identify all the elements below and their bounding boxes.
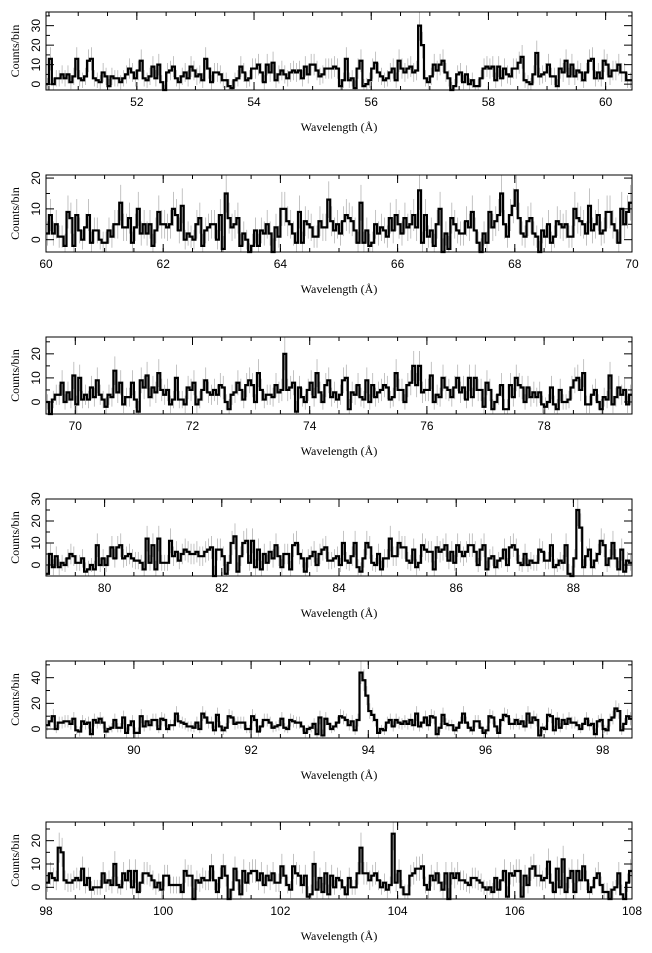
x-tick-label: 82 xyxy=(215,581,229,595)
y-tick-label: 10 xyxy=(29,371,43,385)
histogram-series xyxy=(46,508,632,578)
y-axis-label: Counts/bin xyxy=(8,673,22,726)
y-tick-label: 20 xyxy=(29,171,43,185)
error-bars xyxy=(47,337,631,414)
x-tick-label: 56 xyxy=(365,95,379,109)
y-axis-label: Counts/bin xyxy=(8,25,22,78)
y-tick-label: 10 xyxy=(29,857,43,871)
x-tick-label: 60 xyxy=(599,95,613,109)
x-axis-label: Wavelength (Å) xyxy=(301,120,378,134)
histogram-series xyxy=(46,189,632,254)
x-axis-label: Wavelength (Å) xyxy=(301,768,378,782)
x-tick-label: 94 xyxy=(362,743,376,757)
y-tick-label: 20 xyxy=(29,834,43,848)
x-tick-label: 80 xyxy=(98,581,112,595)
y-tick-label: 20 xyxy=(29,38,43,52)
y-tick-label: 10 xyxy=(29,202,43,216)
histogram-series xyxy=(46,24,632,92)
x-tick-label: 88 xyxy=(567,581,581,595)
panel-3: 70 72 74 76 78 0 10 20 Counts/bin Wavelength (Å) xyxy=(8,336,633,458)
y-tick-label: 40 xyxy=(29,671,43,685)
panel-1: 52 54 56 58 60 0 10 20 30 Counts/bin Wavelength (Å… xyxy=(8,11,633,134)
x-tick-label: 54 xyxy=(247,95,261,109)
x-tick-label: 84 xyxy=(332,581,346,595)
y-tick-label: 0 xyxy=(29,236,43,243)
x-axis-label: Wavelength (Å) xyxy=(301,929,378,943)
x-tick-label: 108 xyxy=(622,904,642,918)
panel-6: 98 100 102 104 106 108 0 10 20 Counts/bin Waveleng… xyxy=(8,821,642,943)
panel-2: 60 62 64 66 68 70 0 10 20 Counts/bin Wavelength (Å… xyxy=(8,171,639,296)
x-tick-label: 106 xyxy=(505,904,525,918)
x-tick-label: 92 xyxy=(244,743,258,757)
x-tick-label: 70 xyxy=(625,257,639,271)
y-tick-label: 10 xyxy=(29,58,43,72)
x-tick-label: 100 xyxy=(153,904,173,918)
x-tick-label: 76 xyxy=(420,419,434,433)
y-tick-label: 30 xyxy=(29,492,43,506)
y-axis-label: Counts/bin xyxy=(8,349,22,402)
y-tick-label: 0 xyxy=(29,561,43,568)
y-tick-label: 0 xyxy=(29,725,43,732)
y-tick-label: 20 xyxy=(29,514,43,528)
x-tick-label: 98 xyxy=(596,743,610,757)
y-tick-label: 20 xyxy=(29,347,43,361)
x-tick-label: 68 xyxy=(508,257,522,271)
y-axis-label: Counts/bin xyxy=(8,511,22,564)
panel-4: 80 82 84 86 88 0 10 20 30 Counts/bin Wavelength (Å… xyxy=(8,492,633,620)
y-tick-label: 0 xyxy=(29,884,43,891)
x-tick-label: 58 xyxy=(482,95,496,109)
x-tick-label: 62 xyxy=(157,257,171,271)
panel-5: 90 92 94 96 98 0 20 40 Counts/bin Wavelength (Å) xyxy=(8,660,633,782)
x-tick-label: 74 xyxy=(303,419,317,433)
y-axis-label: Counts/bin xyxy=(8,187,22,240)
plot-frame xyxy=(45,11,633,91)
x-tick-label: 78 xyxy=(537,419,551,433)
x-tick-label: 102 xyxy=(270,904,290,918)
x-tick-label: 96 xyxy=(479,743,493,757)
y-tick-label: 0 xyxy=(29,398,43,405)
y-tick-label: 20 xyxy=(29,696,43,710)
y-tick-label: 10 xyxy=(29,536,43,550)
histogram-series xyxy=(46,832,632,901)
y-tick-label: 0 xyxy=(29,80,43,87)
x-tick-label: 64 xyxy=(274,257,288,271)
x-tick-label: 52 xyxy=(130,95,144,109)
x-tick-label: 66 xyxy=(391,257,405,271)
y-tick-label: 30 xyxy=(29,19,43,33)
y-axis-label: Counts/bin xyxy=(8,834,22,887)
plot-frame xyxy=(45,336,633,415)
x-tick-label: 86 xyxy=(450,581,464,595)
x-tick-label: 70 xyxy=(69,419,83,433)
x-axis-label: Wavelength (Å) xyxy=(301,444,378,458)
x-axis-label: Wavelength (Å) xyxy=(301,606,378,620)
x-tick-label: 90 xyxy=(127,743,141,757)
x-axis-label: Wavelength (Å) xyxy=(301,282,378,296)
x-tick-label: 98 xyxy=(39,904,53,918)
error-bars xyxy=(47,822,631,899)
x-tick-label: 104 xyxy=(388,904,408,918)
histogram-series xyxy=(46,352,632,416)
histogram-series xyxy=(46,671,632,737)
x-tick-label: 60 xyxy=(39,257,53,271)
x-tick-label: 72 xyxy=(186,419,200,433)
